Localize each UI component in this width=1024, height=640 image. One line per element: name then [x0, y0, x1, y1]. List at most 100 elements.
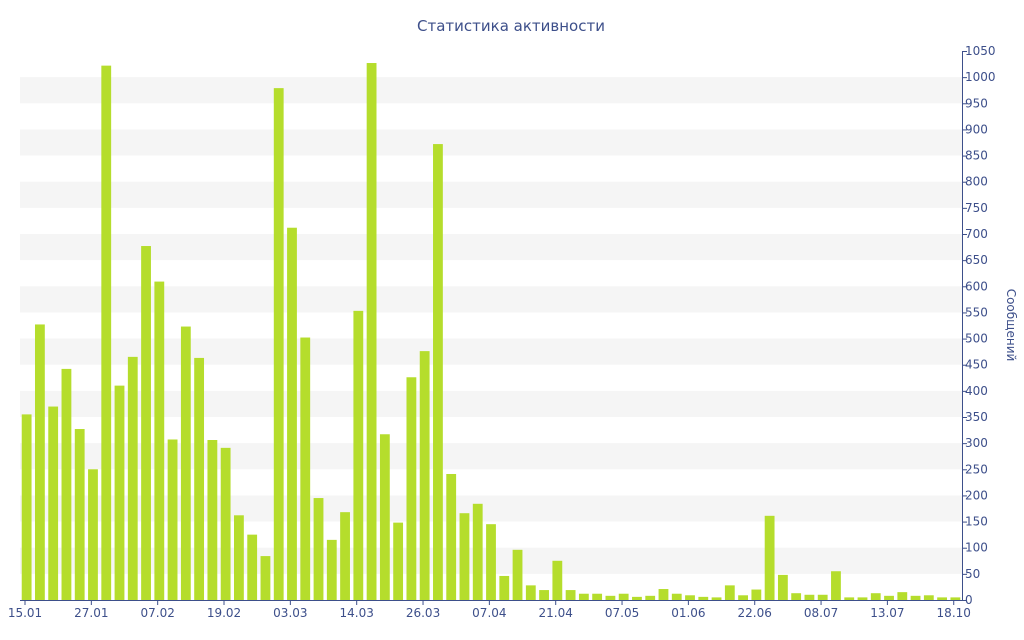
bar	[844, 597, 855, 600]
y-tick-label: 0	[965, 593, 973, 607]
y-tick-label: 150	[965, 515, 988, 529]
bar-series	[21, 63, 961, 601]
bar	[751, 589, 762, 600]
bar	[512, 549, 523, 600]
bar	[817, 594, 828, 600]
bar	[300, 337, 311, 600]
bar	[831, 571, 841, 600]
bar	[446, 473, 457, 600]
y-tick-label: 600	[965, 279, 988, 293]
bar	[552, 560, 563, 600]
grid-band	[20, 181, 962, 208]
bar	[287, 227, 297, 600]
y-tick-label: 250	[965, 462, 988, 476]
bar	[167, 439, 178, 600]
bar	[194, 357, 205, 600]
bar	[340, 512, 350, 600]
bar	[578, 593, 589, 600]
bar	[764, 515, 775, 600]
x-tick-label: 01.06	[671, 606, 705, 620]
bar	[419, 351, 430, 600]
bar	[260, 556, 271, 600]
bar	[393, 522, 404, 600]
bar	[605, 595, 616, 600]
bar	[127, 356, 138, 600]
x-tick-label: 27.01	[74, 606, 108, 620]
y-tick-label: 450	[965, 358, 988, 372]
bar	[539, 590, 549, 600]
bar	[472, 503, 483, 600]
grid-band	[20, 390, 962, 417]
bar	[486, 524, 496, 600]
bar	[180, 326, 191, 600]
x-tick-label: 26.03	[406, 606, 440, 620]
y-tick-label: 900	[965, 122, 988, 136]
bar	[950, 597, 961, 600]
bar	[326, 539, 337, 600]
bar	[88, 469, 98, 600]
bar	[804, 594, 815, 600]
bar	[685, 595, 695, 600]
bar	[366, 63, 377, 601]
bar	[884, 595, 894, 600]
bar	[353, 310, 364, 600]
bar	[870, 593, 881, 600]
bar	[234, 515, 244, 600]
bar	[207, 440, 218, 600]
bar	[897, 592, 908, 600]
y-tick-label: 500	[965, 332, 988, 346]
bar	[459, 513, 470, 600]
x-tick-label: 08.07	[804, 606, 838, 620]
y-axis-label: Сообщений	[1004, 289, 1018, 362]
x-tick-label: 07.04	[472, 606, 506, 620]
grid-band	[20, 286, 962, 313]
bar	[499, 575, 510, 600]
bar	[21, 414, 32, 600]
grid-band	[20, 234, 962, 261]
bar	[247, 534, 258, 600]
y-tick-label: 700	[965, 227, 988, 241]
bar	[525, 585, 536, 600]
x-tick-label: 21.04	[539, 606, 573, 620]
chart-title: Статистика активности	[417, 17, 605, 35]
bar	[406, 377, 417, 600]
y-tick-label: 100	[965, 541, 988, 555]
bar	[34, 324, 45, 600]
bar	[658, 589, 669, 600]
y-tick-label: 1050	[965, 44, 996, 58]
x-tick-label: 22.06	[738, 606, 772, 620]
y-axis-ticks: 0 50 100 150 200 250 300 350 400 450 500 550 600 650 7…	[962, 44, 996, 607]
bar	[141, 246, 151, 601]
x-tick-label: 15.01	[8, 606, 42, 620]
bar	[313, 498, 324, 600]
grid-band	[20, 129, 962, 156]
x-tick-label: 14.03	[340, 606, 374, 620]
y-tick-label: 200	[965, 488, 988, 502]
bar	[777, 574, 788, 600]
x-tick-label: 03.03	[273, 606, 307, 620]
bar	[114, 385, 125, 600]
y-tick-label: 50	[965, 567, 980, 581]
bar	[738, 595, 748, 600]
x-tick-label: 07.05	[605, 606, 639, 620]
bar	[857, 597, 868, 600]
axes	[20, 51, 963, 601]
y-tick-label: 400	[965, 384, 988, 398]
bar	[220, 447, 231, 600]
y-tick-label: 1000	[965, 70, 996, 84]
y-tick-label: 300	[965, 436, 988, 450]
bar	[645, 595, 656, 600]
y-tick-label: 950	[965, 96, 988, 110]
bar	[632, 596, 642, 600]
bar	[671, 593, 682, 600]
x-tick-label: 18.10	[937, 606, 971, 620]
y-tick-label: 550	[965, 305, 988, 319]
x-tick-label: 13.07	[870, 606, 904, 620]
bar	[937, 597, 948, 600]
grid-band	[20, 77, 962, 104]
bar	[154, 281, 165, 600]
bar	[698, 596, 709, 600]
bar	[592, 593, 603, 600]
